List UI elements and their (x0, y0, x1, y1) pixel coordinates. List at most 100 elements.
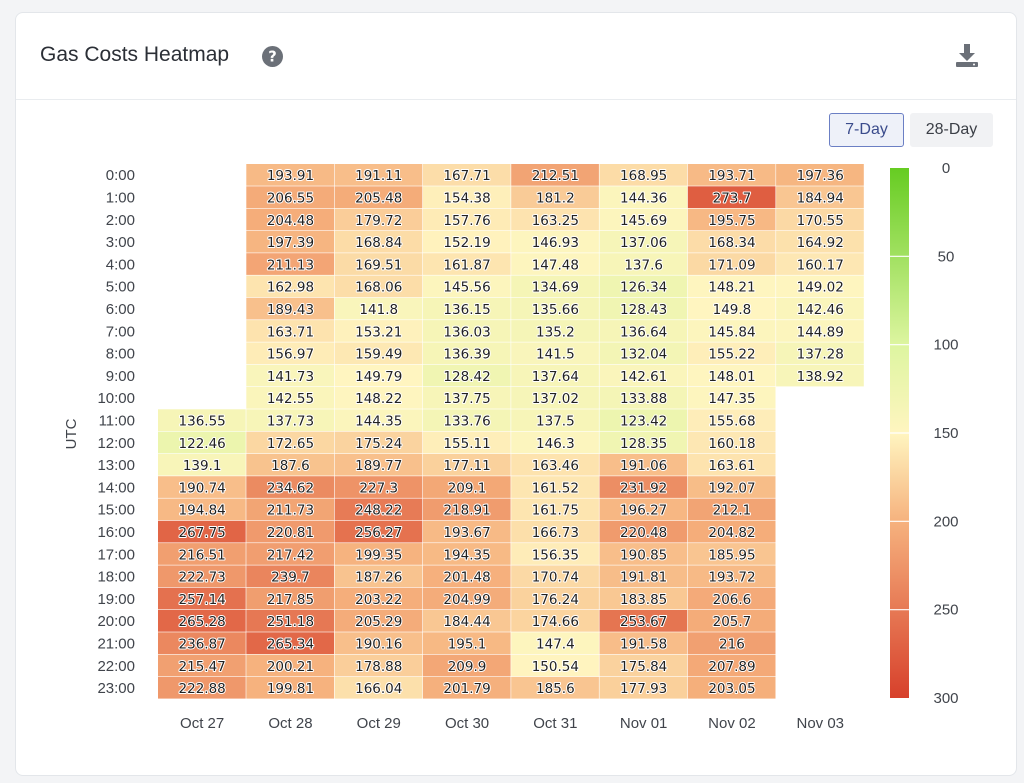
cell-value-label: 197.36 (797, 168, 844, 184)
heatmap-cell (511, 610, 599, 632)
cell-value-label: 147.4 (536, 636, 575, 652)
cell-value-label: 231.92 (620, 480, 667, 496)
cell-value-label: 148.01 (708, 369, 755, 385)
heatmap-cell (511, 275, 599, 298)
heatmap-cell (246, 543, 334, 565)
cell-value-label: 149.79 (355, 369, 402, 385)
range-28-day-button[interactable]: 28-Day (910, 113, 993, 147)
scale-tick-label: 0 (942, 160, 950, 177)
heatmap-cell (158, 476, 246, 498)
x-tick-label: Oct 28 (268, 715, 312, 732)
cell-value-label: 150.54 (532, 659, 579, 675)
heatmap-cell (158, 587, 246, 610)
heatmap-cell (246, 431, 334, 454)
cell-value-label: 163.46 (532, 458, 579, 474)
y-tick-label: 6:00 (106, 301, 135, 318)
heatmap-cell (334, 275, 423, 298)
heatmap-cell (687, 230, 776, 253)
heatmap-cell (334, 453, 423, 476)
cell-value-label: 196.27 (620, 503, 667, 519)
heatmap-cell (334, 409, 423, 431)
heatmap-cell (246, 275, 334, 298)
cell-value-label: 123.42 (620, 413, 667, 429)
cell-value-label: 144.35 (355, 413, 402, 429)
cell-value-label: 171.09 (708, 257, 755, 273)
cell-value-label: 181.2 (536, 190, 575, 206)
cell-value-label: 146.3 (536, 436, 575, 452)
heatmap-cell (511, 186, 599, 208)
heatmap-cell (599, 342, 688, 365)
cell-value-label: 267.75 (179, 525, 226, 541)
heatmap-cell (246, 230, 334, 253)
heatmap-cell (422, 565, 511, 588)
cell-value-label: 122.46 (179, 436, 226, 452)
y-tick-label: 4:00 (106, 256, 135, 273)
heatmap-cell (246, 409, 334, 431)
heatmap-cell (158, 632, 246, 654)
heatmap-cell (511, 230, 599, 253)
y-tick-label: 9:00 (106, 368, 135, 385)
cell-value-label: 176.24 (532, 592, 579, 608)
cell-value-label: 265.34 (267, 636, 314, 652)
cell-value-label: 209.9 (448, 659, 487, 675)
cell-value-label: 137.02 (532, 391, 579, 407)
y-tick-label: 11:00 (99, 412, 135, 429)
y-tick-label: 12:00 (97, 435, 135, 452)
cell-value-label: 162.98 (267, 280, 314, 296)
heatmap-cell (334, 676, 423, 699)
heatmap-cell (334, 431, 423, 454)
cell-value-label: 195.75 (708, 213, 755, 229)
heatmap-cell (776, 275, 864, 298)
heatmap-cell (687, 498, 776, 521)
heatmap-cell (246, 253, 334, 275)
cell-value-label: 128.35 (620, 436, 667, 452)
cell-value-label: 147.48 (532, 257, 579, 273)
cell-value-label: 133.88 (620, 391, 667, 407)
cell-value-label: 164.92 (797, 235, 844, 251)
cell-value-label: 217.42 (267, 547, 314, 563)
cell-value-label: 169.51 (355, 257, 402, 273)
heatmap-cell (599, 431, 688, 454)
heatmap-cell (334, 520, 423, 543)
cell-value-label: 190.85 (620, 547, 667, 563)
y-tick-label: 19:00 (97, 591, 135, 608)
heatmap-cell (687, 275, 776, 298)
cell-value-label: 273.7 (713, 190, 752, 206)
y-tick-label: 14:00 (97, 479, 135, 496)
cell-value-label: 155.22 (708, 347, 755, 363)
heatmap-cell (158, 453, 246, 476)
y-tick-label: 0:00 (106, 167, 135, 184)
heatmap-cell (246, 654, 334, 677)
heatmap-cell (422, 297, 511, 320)
heatmap-cell (334, 208, 423, 231)
heatmap-cell (158, 654, 246, 677)
heatmap-cells (158, 164, 864, 699)
cell-value-label: 137.73 (267, 413, 314, 429)
cell-value-label: 193.67 (443, 525, 490, 541)
scale-tick-label: 100 (933, 337, 958, 354)
cell-value-label: 166.04 (355, 681, 402, 697)
cell-value-label: 170.55 (797, 213, 844, 229)
cell-value-label: 193.72 (708, 570, 755, 586)
cell-value-label: 177.11 (443, 458, 490, 474)
range-7-day-button[interactable]: 7-Day (829, 113, 904, 147)
heatmap-cell (334, 654, 423, 677)
cell-value-label: 227.3 (359, 480, 398, 496)
heatmap-cell (511, 520, 599, 543)
heatmap-cell (422, 587, 511, 610)
cell-value-label: 265.28 (179, 614, 226, 630)
question-circle-icon[interactable]: ? (262, 46, 283, 67)
heatmap-cell (246, 476, 334, 498)
cell-value-label: 168.06 (355, 280, 402, 296)
cell-value-label: 160.18 (708, 436, 755, 452)
cell-value-label: 212.51 (532, 168, 579, 184)
heatmap-cell (246, 320, 334, 342)
heatmap-cell (334, 364, 423, 387)
scale-tick-label: 250 (933, 602, 958, 619)
download-icon[interactable] (953, 41, 981, 69)
cell-value-label: 172.65 (267, 436, 314, 452)
heatmap-cell (687, 543, 776, 565)
y-axis-tick-labels: 0:00 1:00 2:00 3:00 4:00 5:00 6:00 7:00 8:00 9:00… (97, 167, 135, 697)
heatmap-cell (422, 186, 511, 208)
